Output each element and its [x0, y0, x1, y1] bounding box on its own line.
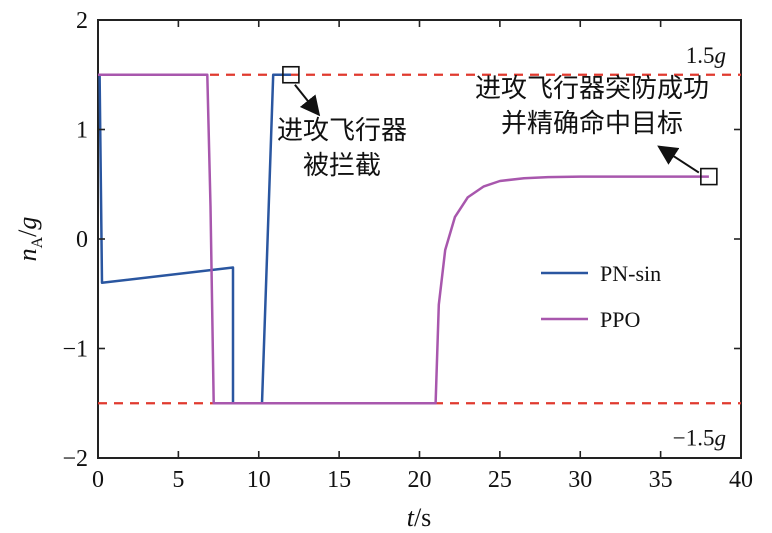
- y-tick-label: 0: [76, 227, 88, 253]
- y-axis-title: nA/g: [13, 217, 46, 262]
- x-tick-label: 0: [92, 467, 104, 493]
- y-tick-label: 2: [76, 8, 88, 34]
- annotation-text-intercepted: 被拦截: [303, 151, 381, 181]
- x-tick-label: 40: [729, 467, 753, 493]
- y-tick-label: −2: [62, 446, 88, 472]
- x-tick-label: 15: [327, 467, 351, 493]
- x-tick-label: 5: [172, 467, 184, 493]
- x-tick-label: 25: [488, 467, 512, 493]
- x-tick-label: 30: [568, 467, 592, 493]
- x-axis-title: t/s: [407, 503, 432, 532]
- legend-label-pn-sin: PN-sin: [600, 261, 661, 286]
- series-line-ppo: [98, 73, 709, 405]
- annotation-text-intercepted: 进攻飞行器: [277, 116, 407, 146]
- annotation-marker-0: [282, 65, 300, 84]
- series-line-pn-sin: [98, 73, 291, 405]
- reference-label-1: −1.5g: [673, 425, 726, 450]
- reference-label-0: 1.5g: [686, 43, 726, 68]
- annotation-marker-1: [700, 167, 718, 186]
- annotation-text-hit-target: 并精确命中目标: [501, 109, 683, 139]
- legend-label-ppo: PPO: [600, 307, 640, 332]
- x-tick-label: 20: [408, 467, 432, 493]
- annotation-arrow-1: [657, 145, 700, 174]
- annotation-arrow-0: [294, 84, 321, 117]
- x-tick-label: 10: [247, 467, 271, 493]
- y-tick-label: −1: [62, 337, 88, 363]
- annotation-text-hit-target: 进攻飞行器突防成功: [475, 74, 709, 104]
- x-tick-label: 35: [649, 467, 673, 493]
- y-tick-label: 1: [76, 118, 88, 144]
